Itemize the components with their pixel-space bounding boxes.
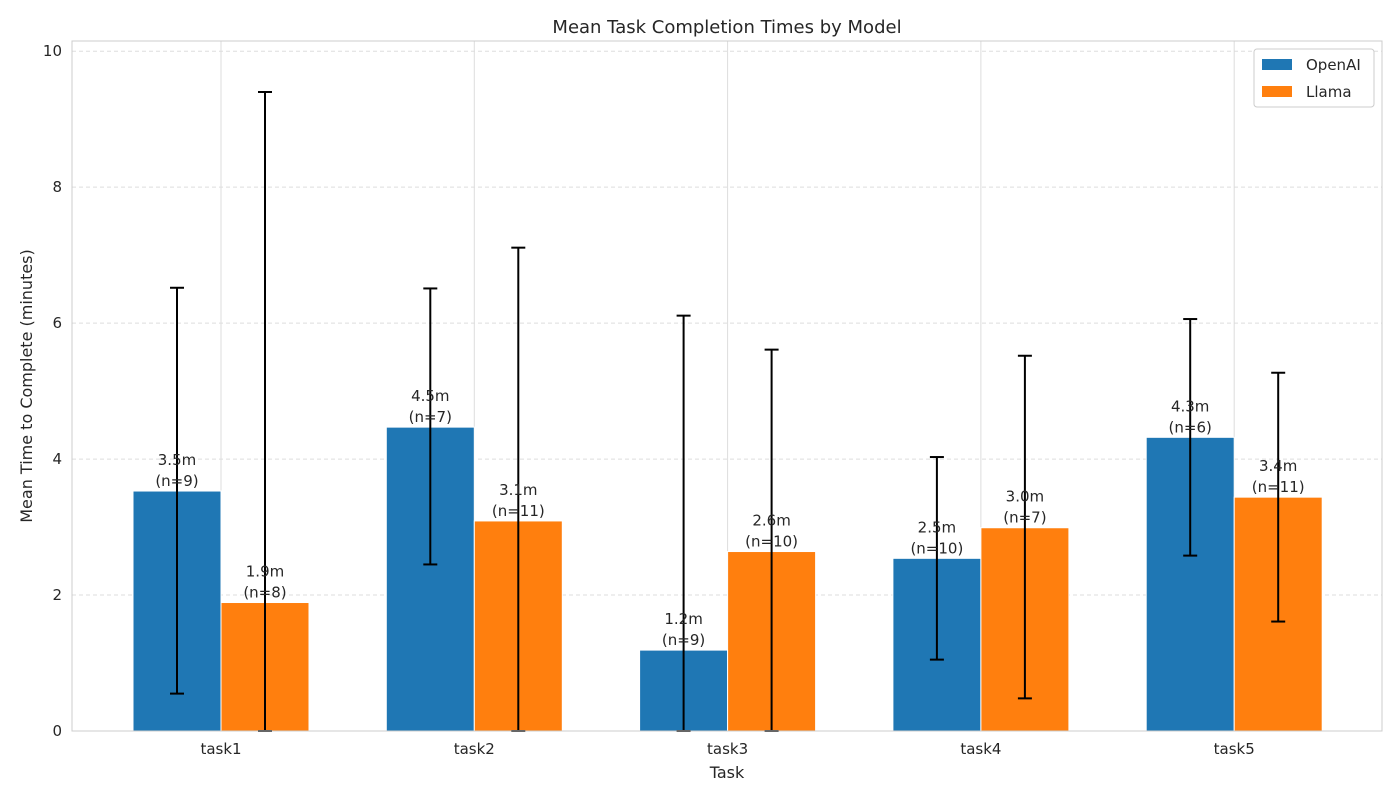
data-label-openai-task2: 4.5m (n=7) xyxy=(409,387,452,426)
data-label-llama-task2: 3.1m (n=11) xyxy=(492,481,545,520)
x-tick-label: task4 xyxy=(960,740,1001,758)
y-axis-label: Mean Time to Complete (minutes) xyxy=(17,249,36,523)
axis-layer: 0 2 4 6 8 10 task1 task2 task3 task4 task5 xyxy=(43,40,1383,758)
x-tick-label: task5 xyxy=(1214,740,1255,758)
data-label-layer: 3.5m (n=9) 4.5m (n=7) 1.2m (n=9) 2.5m (n=10) 4.3… xyxy=(155,387,1304,649)
data-label-llama-task1: 1.9m (n=8) xyxy=(243,563,286,602)
legend-swatch-openai xyxy=(1262,59,1292,70)
legend-swatch-llama xyxy=(1262,86,1292,97)
y-tick-label: 8 xyxy=(52,178,62,196)
y-tick-label: 6 xyxy=(52,314,62,332)
data-label-llama-task5: 3.4m (n=11) xyxy=(1252,457,1305,496)
y-tick-label: 10 xyxy=(43,42,62,60)
x-tick-label: task3 xyxy=(707,740,748,758)
data-label-llama-task4: 3.0m (n=7) xyxy=(1003,488,1046,527)
legend: OpenAI Llama xyxy=(1253,48,1375,108)
data-label-openai-task3: 1.2m (n=9) xyxy=(662,610,705,649)
y-tick-label: 4 xyxy=(52,450,62,468)
plot-frame xyxy=(71,40,1383,732)
data-label-openai-task5: 4.3m (n=6) xyxy=(1169,397,1212,436)
data-label-llama-task3: 2.6m (n=10) xyxy=(745,512,798,551)
data-label-openai-task4: 2.5m (n=10) xyxy=(910,518,963,557)
x-tick-label: task2 xyxy=(454,740,495,758)
y-tick-label: 2 xyxy=(52,586,62,604)
legend-label-llama: Llama xyxy=(1306,83,1352,101)
data-label-openai-task1: 3.5m (n=9) xyxy=(155,451,198,490)
y-tick-label: 0 xyxy=(52,722,62,740)
legend-label-openai: OpenAI xyxy=(1306,56,1361,74)
x-axis-label: Task xyxy=(709,763,745,782)
x-tick-label: task1 xyxy=(200,740,241,758)
chart-title: Mean Task Completion Times by Model xyxy=(552,17,901,38)
